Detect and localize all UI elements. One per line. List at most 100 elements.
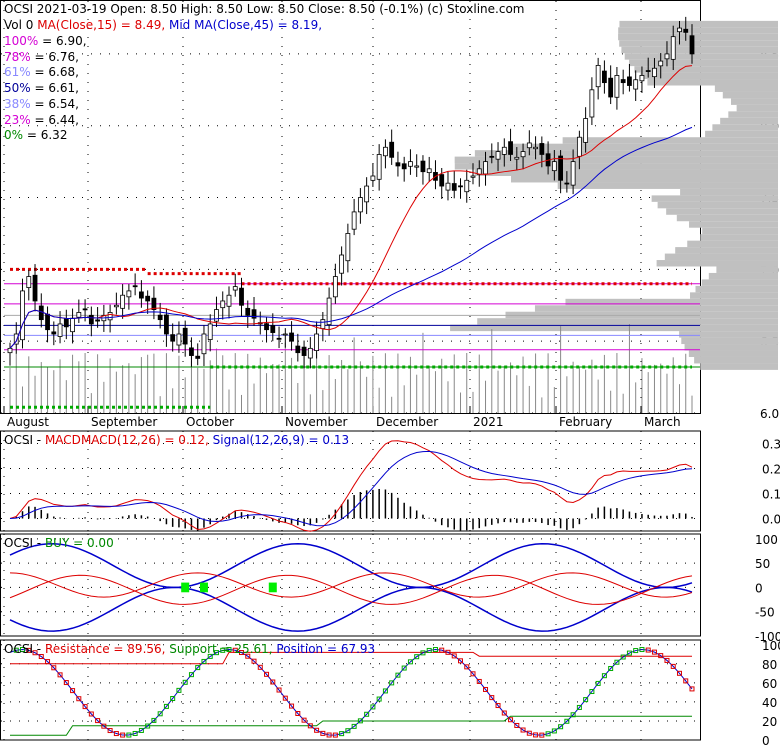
position-marker xyxy=(245,653,251,659)
position-marker xyxy=(533,732,539,738)
x-label-September: September xyxy=(91,415,157,429)
candle-body xyxy=(157,314,163,321)
candle-body xyxy=(95,319,100,322)
position-marker xyxy=(314,727,320,733)
position-marker xyxy=(414,654,420,660)
signal-line xyxy=(9,450,693,527)
position-marker xyxy=(88,711,94,717)
macd-line xyxy=(9,440,693,532)
position-marker xyxy=(389,680,395,686)
candle-body xyxy=(464,179,470,193)
volume-profile-bar xyxy=(680,188,778,196)
volume-profile-bar xyxy=(684,344,778,351)
candle-body xyxy=(401,163,407,170)
position-marker xyxy=(551,728,557,734)
position-marker xyxy=(32,650,38,656)
volume-profile-bar xyxy=(675,247,778,254)
candle-body xyxy=(182,327,188,345)
volume-profile-bar xyxy=(562,137,778,144)
candle-body xyxy=(608,77,614,98)
candle-body xyxy=(45,313,50,331)
candle-body xyxy=(207,323,213,340)
position-marker xyxy=(182,679,188,685)
volume-profile-bar xyxy=(618,33,778,41)
candle-body xyxy=(339,254,345,274)
fib-level-1: 78% = 6.76, xyxy=(4,49,79,64)
position-marker xyxy=(445,649,451,655)
candle-body xyxy=(113,304,119,308)
position-marker xyxy=(420,650,426,656)
position-marker xyxy=(633,648,639,654)
candle-body xyxy=(583,118,589,143)
macd-y-tick-0.3: 0.3 xyxy=(762,438,780,452)
candle-body xyxy=(307,347,313,359)
position-line xyxy=(9,649,693,736)
candle-body xyxy=(282,333,288,336)
position-marker xyxy=(608,666,614,672)
fib-level-4: 38% = 6.54, xyxy=(4,96,79,111)
candle-body xyxy=(564,182,570,185)
candle-body xyxy=(220,300,226,309)
position-marker xyxy=(82,704,88,710)
position-marker xyxy=(95,718,101,724)
position-marker xyxy=(239,650,245,656)
candle-body xyxy=(226,294,232,307)
candle-body xyxy=(408,161,413,167)
macd-y-tick-0.0: 0.0 xyxy=(762,513,780,527)
position-marker xyxy=(320,730,326,736)
candle-body xyxy=(13,333,19,345)
candle-body xyxy=(683,28,689,33)
x-label-February: February xyxy=(559,415,612,429)
candle-body xyxy=(357,197,363,213)
candle-body xyxy=(20,290,25,341)
candle-body xyxy=(201,333,207,355)
volume-profile-bar xyxy=(728,111,778,118)
candle-body xyxy=(151,297,157,310)
position-marker xyxy=(76,696,82,702)
macd-frame xyxy=(0,430,701,532)
position-marker xyxy=(620,654,626,660)
candle-body xyxy=(633,79,639,90)
volume-profile-bar xyxy=(619,40,778,47)
position-marker xyxy=(226,647,232,653)
volume-profile-bar xyxy=(708,272,778,280)
fib-level-3: 50% = 6.61, xyxy=(4,81,79,96)
candle-body xyxy=(145,295,151,302)
position-marker xyxy=(676,670,682,676)
candle-body xyxy=(76,312,82,318)
candle-body xyxy=(664,53,670,60)
position-marker xyxy=(289,703,295,709)
position-marker xyxy=(51,665,57,671)
volume-profile-bar xyxy=(689,221,778,228)
buy-y-tick--50: -50 xyxy=(755,606,775,620)
candle-body xyxy=(483,161,488,175)
position-marker xyxy=(464,664,470,670)
volume-profile-bar xyxy=(679,331,778,338)
candle-body xyxy=(7,347,13,354)
x-label-November: November xyxy=(285,415,347,429)
position-marker xyxy=(520,727,526,733)
candle-body xyxy=(126,290,132,298)
position-marker xyxy=(276,687,282,693)
position-marker xyxy=(645,647,651,653)
position-marker xyxy=(545,731,551,737)
position-marker xyxy=(57,672,63,678)
candle-body xyxy=(602,70,607,84)
candle-body xyxy=(301,346,307,356)
candle-body xyxy=(526,142,532,149)
position-marker xyxy=(382,688,388,694)
candle-body xyxy=(508,141,513,155)
position-marker xyxy=(476,678,482,684)
buy-y-tick--100: -100 xyxy=(755,630,780,644)
position-marker xyxy=(264,671,270,677)
position-marker xyxy=(489,695,495,701)
buy-legend: OCSI - BUY = 0.00 xyxy=(4,536,114,550)
position-marker xyxy=(401,665,407,671)
volume-profile-bar xyxy=(712,124,778,131)
candle-body xyxy=(689,35,695,55)
candle-body xyxy=(164,314,169,335)
position-marker xyxy=(376,696,382,702)
candle-body xyxy=(107,312,113,321)
position-marker xyxy=(207,653,213,659)
